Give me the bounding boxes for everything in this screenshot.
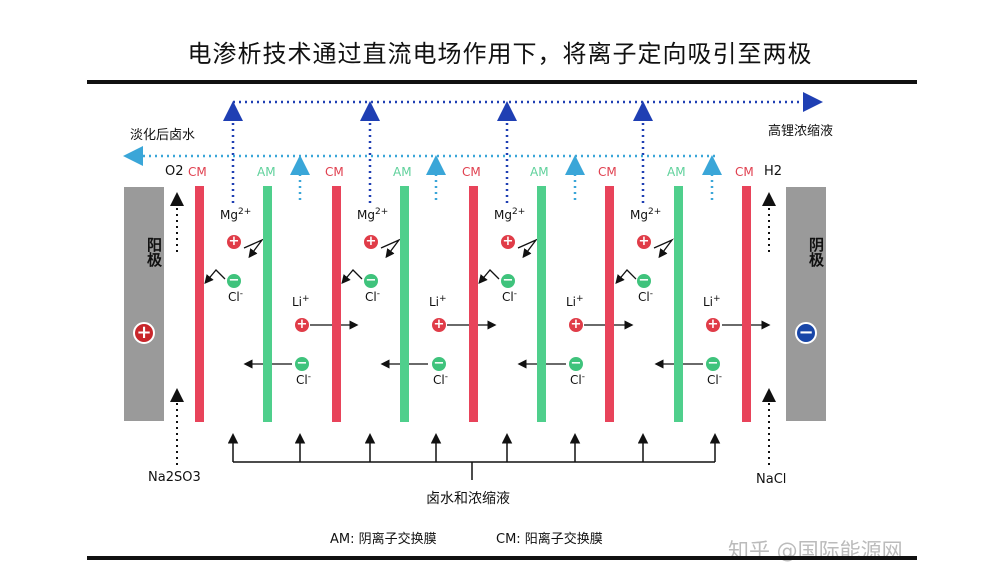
anode-label: 阳极 <box>145 237 163 267</box>
feed-label: 卤水和浓缩液 <box>426 491 510 507</box>
chloride-ion-icon: − <box>363 273 379 289</box>
chloride-ion-label: Cl- <box>638 289 653 304</box>
magnesium-ion-label: Mg2+ <box>357 207 389 222</box>
dilute-flow-lines <box>123 146 722 200</box>
magnesium-ion-icon: + <box>226 234 242 250</box>
electrolyte-flow-lines <box>170 192 776 465</box>
lithium-ion-label: Li+ <box>429 294 447 309</box>
cathode: 阴极 − <box>786 187 826 421</box>
dilute-output-label: 淡化后卤水 <box>130 128 196 143</box>
chloride-ion-icon: − <box>705 356 721 372</box>
chloride-ion-label: Cl- <box>365 289 380 304</box>
membrane-label-am: AM <box>257 165 276 179</box>
magnesium-ion-icon: + <box>636 234 652 250</box>
anode-plus-icon: + <box>133 322 155 344</box>
diagram-title: 电渗析技术通过直流电场作用下，将离子定向吸引至两极 <box>187 40 813 68</box>
lithium-ion-icon: + <box>705 317 721 333</box>
cation-membrane-2 <box>332 186 341 422</box>
lithium-ion-label: Li+ <box>703 294 721 309</box>
chloride-ion-label: Cl- <box>228 289 243 304</box>
membrane-label-am: AM <box>530 165 549 179</box>
anion-membrane-3 <box>537 186 546 422</box>
membrane-label-cm: CM <box>598 165 617 179</box>
magnesium-ion-icon: + <box>363 234 379 250</box>
magnesium-ion-label: Mg2+ <box>630 207 662 222</box>
chloride-ion-icon: − <box>226 273 242 289</box>
cathode-label: 阴极 <box>807 237 825 267</box>
cation-membrane-4 <box>605 186 614 422</box>
anode: 阳极 + <box>124 187 164 421</box>
sodium-sulfite-label: Na2SO3 <box>148 470 201 485</box>
feed-manifold <box>227 433 721 480</box>
membrane-label-am: AM <box>667 165 686 179</box>
concentrate-flow-lines <box>223 92 823 203</box>
chloride-ion-label: Cl- <box>707 372 722 387</box>
chloride-ion-icon: − <box>568 356 584 372</box>
chloride-ion-icon: − <box>636 273 652 289</box>
membrane-label-cm: CM <box>462 165 481 179</box>
lithium-ion-icon: + <box>568 317 584 333</box>
ion-migration-arrows <box>204 238 771 369</box>
hydrogen-label: H2 <box>764 164 783 179</box>
chloride-ion-label: Cl- <box>296 372 311 387</box>
chloride-ion-label: Cl- <box>570 372 585 387</box>
cation-membrane-1 <box>195 186 204 422</box>
lithium-ion-label: Li+ <box>566 294 584 309</box>
chloride-ion-icon: − <box>294 356 310 372</box>
title-divider <box>87 80 917 84</box>
watermark: 知乎 @国际能源网 <box>728 539 903 563</box>
membrane-label-cm: CM <box>325 165 344 179</box>
sodium-chloride-label: NaCl <box>756 472 787 487</box>
anion-membrane-1 <box>263 186 272 422</box>
cation-membrane-3 <box>469 186 478 422</box>
bottom-divider <box>87 556 917 560</box>
legend-cm: CM: 阳离子交换膜 <box>496 532 603 547</box>
magnesium-ion-icon: + <box>500 234 516 250</box>
anion-membrane-4 <box>674 186 683 422</box>
legend-am: AM: 阴离子交换膜 <box>330 532 437 547</box>
cathode-minus-icon: − <box>795 322 817 344</box>
membrane-label-cm: CM <box>735 165 754 179</box>
membrane-label-cm: CM <box>188 165 207 179</box>
chloride-ion-label: Cl- <box>502 289 517 304</box>
cation-membrane-5 <box>742 186 751 422</box>
membrane-label-am: AM <box>393 165 412 179</box>
magnesium-ion-label: Mg2+ <box>220 207 252 222</box>
anion-membrane-2 <box>400 186 409 422</box>
concentrate-output-label: 高锂浓缩液 <box>768 124 834 139</box>
lithium-ion-label: Li+ <box>292 294 310 309</box>
chloride-ion-icon: − <box>431 356 447 372</box>
lithium-ion-icon: + <box>294 317 310 333</box>
chloride-ion-icon: − <box>500 273 516 289</box>
oxygen-label: O2 <box>165 164 184 179</box>
chloride-ion-label: Cl- <box>433 372 448 387</box>
magnesium-ion-label: Mg2+ <box>494 207 526 222</box>
lithium-ion-icon: + <box>431 317 447 333</box>
